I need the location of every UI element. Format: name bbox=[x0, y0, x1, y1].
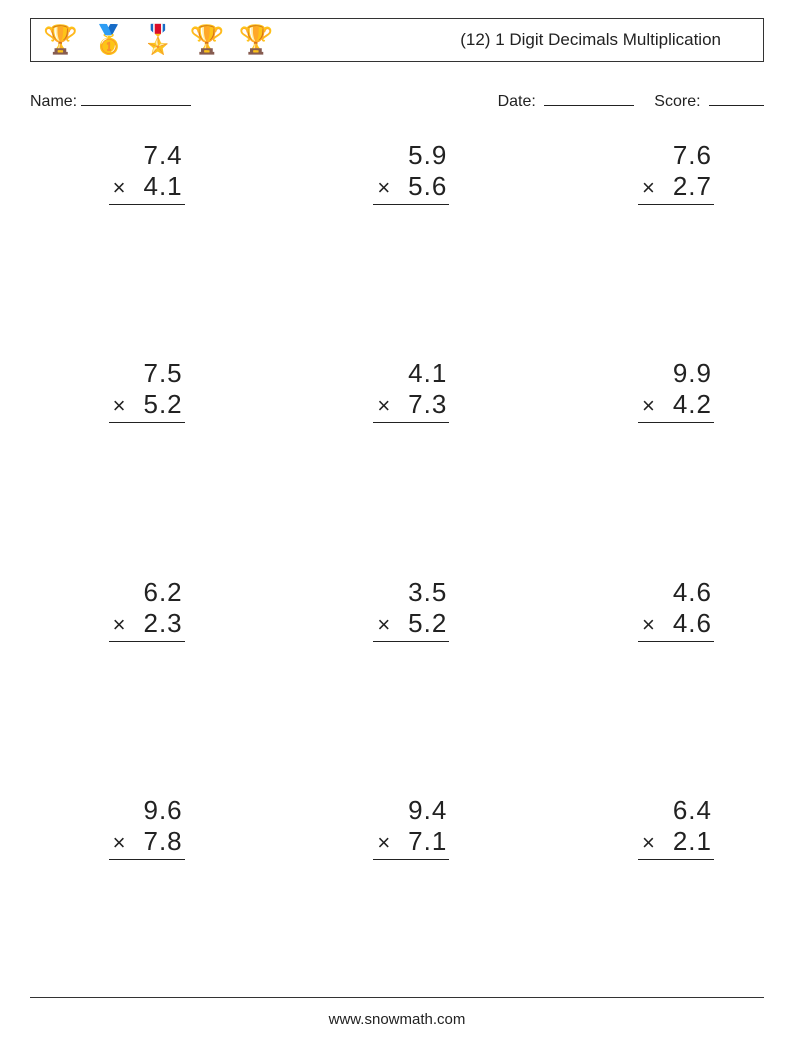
problem-bottom-row: × 2.7 bbox=[638, 171, 714, 205]
problem: 7.6 × 2.7 bbox=[589, 140, 734, 318]
multiply-icon: × bbox=[377, 175, 390, 201]
footer-divider bbox=[30, 997, 764, 998]
multiply-icon: × bbox=[113, 175, 126, 201]
problem-bottom: 2.7 bbox=[673, 171, 712, 202]
problem-top: 4.6 bbox=[673, 577, 714, 608]
problem-bottom: 2.1 bbox=[673, 826, 712, 857]
problem-bottom: 2.3 bbox=[144, 608, 183, 639]
multiply-icon: × bbox=[642, 175, 655, 201]
trophy-icon: 🏆 bbox=[190, 26, 225, 54]
problem-top: 6.2 bbox=[144, 577, 185, 608]
problem-top: 9.6 bbox=[144, 795, 185, 826]
problem: 4.6 × 4.6 bbox=[589, 577, 734, 755]
problem-bottom-row: × 7.8 bbox=[109, 826, 185, 860]
name-blank[interactable] bbox=[81, 90, 191, 106]
military-medal-icon: 🎖️ bbox=[141, 26, 176, 54]
problem-bottom: 7.3 bbox=[408, 389, 447, 420]
problem-top: 7.4 bbox=[144, 140, 185, 171]
medal-gold-icon: 🥇 bbox=[92, 26, 127, 54]
problem-bottom: 4.2 bbox=[673, 389, 712, 420]
problem-bottom: 5.6 bbox=[408, 171, 447, 202]
name-label: Name: bbox=[30, 93, 77, 111]
multiply-icon: × bbox=[377, 830, 390, 856]
problem-bottom: 4.1 bbox=[144, 171, 183, 202]
problem: 5.9 × 5.6 bbox=[325, 140, 470, 318]
problem-bottom-row: × 4.1 bbox=[109, 171, 185, 205]
multiply-icon: × bbox=[113, 393, 126, 419]
problem-bottom: 4.6 bbox=[673, 608, 712, 639]
problems-grid: 7.4 × 4.1 5.9 × 5.6 7.6 × 2.7 7.5 × 5.2 … bbox=[60, 130, 734, 973]
header-box: 🏆 🥇 🎖️ 🏆 🏆 (12) 1 Digit Decimals Multipl… bbox=[30, 18, 764, 62]
score-blank[interactable] bbox=[709, 90, 764, 106]
problem-bottom: 7.8 bbox=[144, 826, 183, 857]
multiply-icon: × bbox=[377, 612, 390, 638]
problem-bottom-row: × 4.2 bbox=[638, 389, 714, 423]
trophy-icon: 🏆 bbox=[239, 26, 274, 54]
footer-url: www.snowmath.com bbox=[0, 1011, 794, 1028]
problem-top: 4.1 bbox=[408, 358, 449, 389]
info-score: Score: bbox=[654, 90, 764, 111]
problem-top: 6.4 bbox=[673, 795, 714, 826]
problem-bottom-row: × 5.2 bbox=[373, 608, 449, 642]
problem-bottom: 7.1 bbox=[408, 826, 447, 857]
multiply-icon: × bbox=[642, 830, 655, 856]
problem-top: 9.9 bbox=[673, 358, 714, 389]
problem: 9.9 × 4.2 bbox=[589, 358, 734, 536]
multiply-icon: × bbox=[642, 612, 655, 638]
worksheet-title: (12) 1 Digit Decimals Multiplication bbox=[460, 30, 751, 50]
info-name: Name: bbox=[30, 90, 191, 111]
info-right: Date: Score: bbox=[498, 90, 764, 111]
problem-bottom-row: × 2.1 bbox=[638, 826, 714, 860]
problem: 3.5 × 5.2 bbox=[325, 577, 470, 755]
problem: 9.6 × 7.8 bbox=[60, 795, 205, 973]
problem-top: 5.9 bbox=[408, 140, 449, 171]
multiply-icon: × bbox=[377, 393, 390, 419]
problem-bottom-row: × 7.3 bbox=[373, 389, 449, 423]
multiply-icon: × bbox=[113, 830, 126, 856]
problem: 4.1 × 7.3 bbox=[325, 358, 470, 536]
problem-bottom-row: × 2.3 bbox=[109, 608, 185, 642]
date-label: Date: bbox=[498, 93, 536, 110]
date-blank[interactable] bbox=[544, 90, 634, 106]
problem-bottom-row: × 7.1 bbox=[373, 826, 449, 860]
problem: 9.4 × 7.1 bbox=[325, 795, 470, 973]
problem-bottom: 5.2 bbox=[408, 608, 447, 639]
problem-bottom-row: × 4.6 bbox=[638, 608, 714, 642]
problem-top: 3.5 bbox=[408, 577, 449, 608]
problem: 6.4 × 2.1 bbox=[589, 795, 734, 973]
problem-top: 9.4 bbox=[408, 795, 449, 826]
problem: 7.4 × 4.1 bbox=[60, 140, 205, 318]
problem-bottom-row: × 5.6 bbox=[373, 171, 449, 205]
trophy-icon: 🏆 bbox=[43, 26, 78, 54]
info-date: Date: bbox=[498, 90, 635, 111]
multiply-icon: × bbox=[642, 393, 655, 419]
problem: 7.5 × 5.2 bbox=[60, 358, 205, 536]
score-label: Score: bbox=[654, 93, 700, 110]
problem-top: 7.6 bbox=[673, 140, 714, 171]
problem-bottom-row: × 5.2 bbox=[109, 389, 185, 423]
problem-bottom: 5.2 bbox=[144, 389, 183, 420]
problem: 6.2 × 2.3 bbox=[60, 577, 205, 755]
header-icons-row: 🏆 🥇 🎖️ 🏆 🏆 bbox=[43, 26, 273, 54]
multiply-icon: × bbox=[113, 612, 126, 638]
problem-top: 7.5 bbox=[144, 358, 185, 389]
info-row: Name: Date: Score: bbox=[30, 90, 764, 111]
